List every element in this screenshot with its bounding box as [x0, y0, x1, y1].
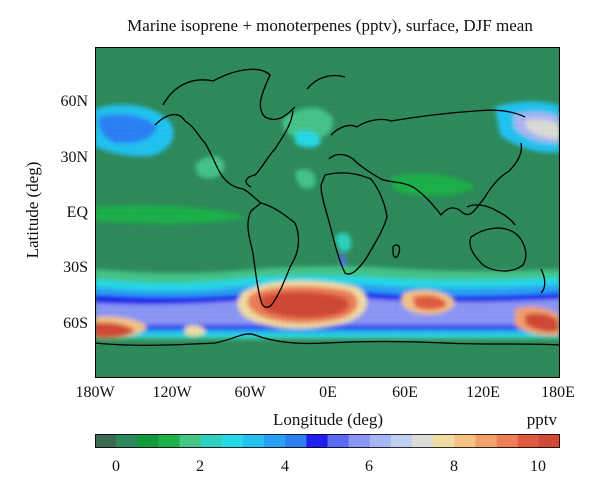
coast-eurasia-south	[328, 142, 523, 216]
y-axis-label: Latitude (deg)	[23, 161, 42, 259]
x-tick-60e: 60E	[392, 384, 418, 401]
coast-australia	[469, 227, 527, 272]
coast-antarctica	[95, 333, 560, 346]
colorbar-swatch	[116, 434, 138, 448]
colorbar-tick-10: 10	[530, 458, 546, 475]
colorbar-swatch	[306, 434, 328, 448]
coast-north-america-west	[154, 114, 262, 204]
y-tick-30n: 30N	[60, 149, 88, 166]
colorbar-swatch	[390, 434, 413, 448]
colorbar-swatch	[158, 434, 181, 448]
colorbar-swatch	[200, 434, 223, 448]
colorbar-swatch	[475, 434, 498, 448]
x-tick-180w: 180W	[75, 384, 115, 401]
colorbar-swatch	[264, 434, 286, 448]
colorbar-swatch	[179, 434, 202, 448]
map-grid	[95, 47, 560, 378]
coast-africa	[320, 172, 388, 275]
global-map	[95, 47, 560, 378]
colorbar-swatch	[348, 434, 371, 448]
colorbar	[95, 434, 560, 448]
coast-north-america-east	[245, 110, 294, 188]
colorbar-frame	[95, 434, 560, 448]
colorbar-swatch	[517, 434, 540, 448]
colorbar-swatch	[496, 434, 519, 448]
x-tick-180e: 180E	[541, 384, 575, 401]
colorbar-swatch	[221, 434, 244, 448]
coast-madagascar	[392, 244, 401, 258]
colorbar-tick-6: 6	[365, 458, 373, 475]
y-tick-eq: EQ	[66, 204, 88, 221]
colorbar-tick-2: 2	[196, 458, 204, 475]
x-tick-120e: 120E	[466, 384, 500, 401]
x-tick-0e: 0E	[319, 384, 337, 401]
y-tick-60n: 60N	[60, 93, 88, 110]
coast-north-america-arctic	[162, 68, 296, 121]
coast-eurasia-north	[330, 109, 526, 136]
colorbar-swatch	[137, 434, 159, 448]
colorbar-tick-8: 8	[450, 458, 458, 475]
coast-new-zealand	[540, 268, 546, 294]
y-tick-60s: 60S	[63, 315, 88, 332]
x-axis-label: Longitude (deg)	[273, 410, 383, 429]
colorbar-swatch	[242, 434, 265, 448]
colorbar-swatch	[538, 434, 560, 448]
x-tick-120w: 120W	[152, 384, 192, 401]
colorbar-swatch	[412, 434, 434, 448]
colorbar-swatch	[369, 434, 392, 448]
map-frame	[95, 47, 560, 378]
colorbar-tick-4: 4	[281, 458, 289, 475]
colorbar-swatch	[433, 434, 455, 448]
colorbar-swatch	[327, 434, 350, 448]
colorbar-swatch	[95, 434, 117, 448]
coast-indonesia	[466, 204, 516, 226]
colorbar-tick-0: 0	[112, 458, 120, 475]
coast-greenland	[306, 74, 346, 90]
coastlines	[95, 68, 560, 346]
chart-title: Marine isoprene + monoterpenes (pptv), s…	[127, 16, 533, 35]
colorbar-swatch	[285, 434, 307, 448]
colorbar-unit: pptv	[526, 410, 557, 429]
colorbar-swatch	[454, 434, 476, 448]
y-tick-30s: 30S	[63, 259, 88, 276]
coast-south-america	[247, 202, 300, 308]
x-tick-60w: 60W	[234, 384, 266, 401]
